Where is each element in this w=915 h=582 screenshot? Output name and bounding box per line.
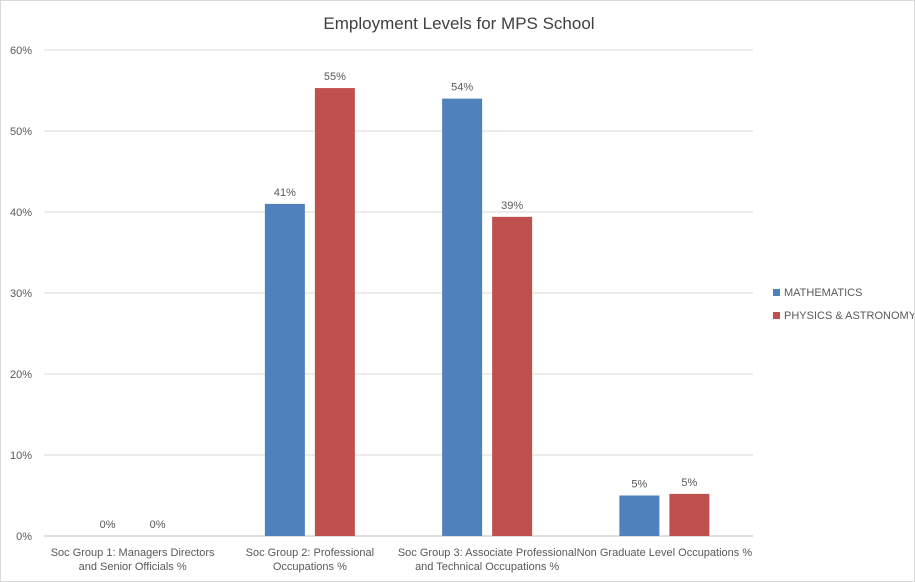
y-tick-label: 10% <box>10 450 32 462</box>
bar <box>669 493 710 536</box>
y-tick-label: 60% <box>10 45 32 57</box>
legend-label: MATHEMATICS <box>784 287 862 299</box>
y-tick-label: 50% <box>10 126 32 138</box>
data-label: 5% <box>681 477 697 489</box>
data-label: 0% <box>100 519 116 531</box>
y-tick-label: 0% <box>16 531 32 543</box>
x-axis: Soc Group 1: Managers Directors and Senio… <box>51 547 753 573</box>
y-tick-label: 40% <box>10 207 32 219</box>
bar <box>264 203 305 536</box>
x-tick-label: Soc Group 2: Professional <box>246 547 374 559</box>
bar <box>619 495 660 536</box>
data-label: 41% <box>274 187 296 199</box>
x-tick-label: and Technical Occupations % <box>415 561 559 573</box>
x-tick-label: and Senior Officials % <box>79 561 187 573</box>
data-label: 55% <box>324 71 346 83</box>
y-tick-label: 20% <box>10 369 32 381</box>
legend-swatch <box>773 312 780 319</box>
chart-title: Employment Levels for MPS School <box>323 14 594 33</box>
data-labels: 0% 0% 41% 55% 54% 39% 5% 5% <box>100 71 698 531</box>
data-label: 54% <box>451 82 473 94</box>
bar <box>442 98 483 536</box>
bars <box>264 88 710 537</box>
y-tick-label: 30% <box>10 288 32 300</box>
data-label: 39% <box>501 200 523 212</box>
x-tick-label: Non Graduate Level Occupations % <box>577 547 753 559</box>
legend-label: PHYSICS & ASTRONOMY <box>784 310 914 322</box>
gridlines <box>44 49 753 537</box>
x-tick-label: Occupations % <box>273 561 347 573</box>
bar <box>492 216 533 537</box>
legend: MATHEMATICS PHYSICS & ASTRONOMY <box>773 287 914 322</box>
x-tick-label: Soc Group 1: Managers Directors <box>51 547 215 559</box>
bar <box>314 88 355 536</box>
y-axis: 0% 10% 20% 30% 40% 50% 60% <box>10 45 32 543</box>
x-tick-label: Soc Group 3: Associate Professional <box>398 547 577 559</box>
data-label: 5% <box>631 479 647 491</box>
data-label: 0% <box>150 519 166 531</box>
legend-swatch <box>773 289 780 296</box>
